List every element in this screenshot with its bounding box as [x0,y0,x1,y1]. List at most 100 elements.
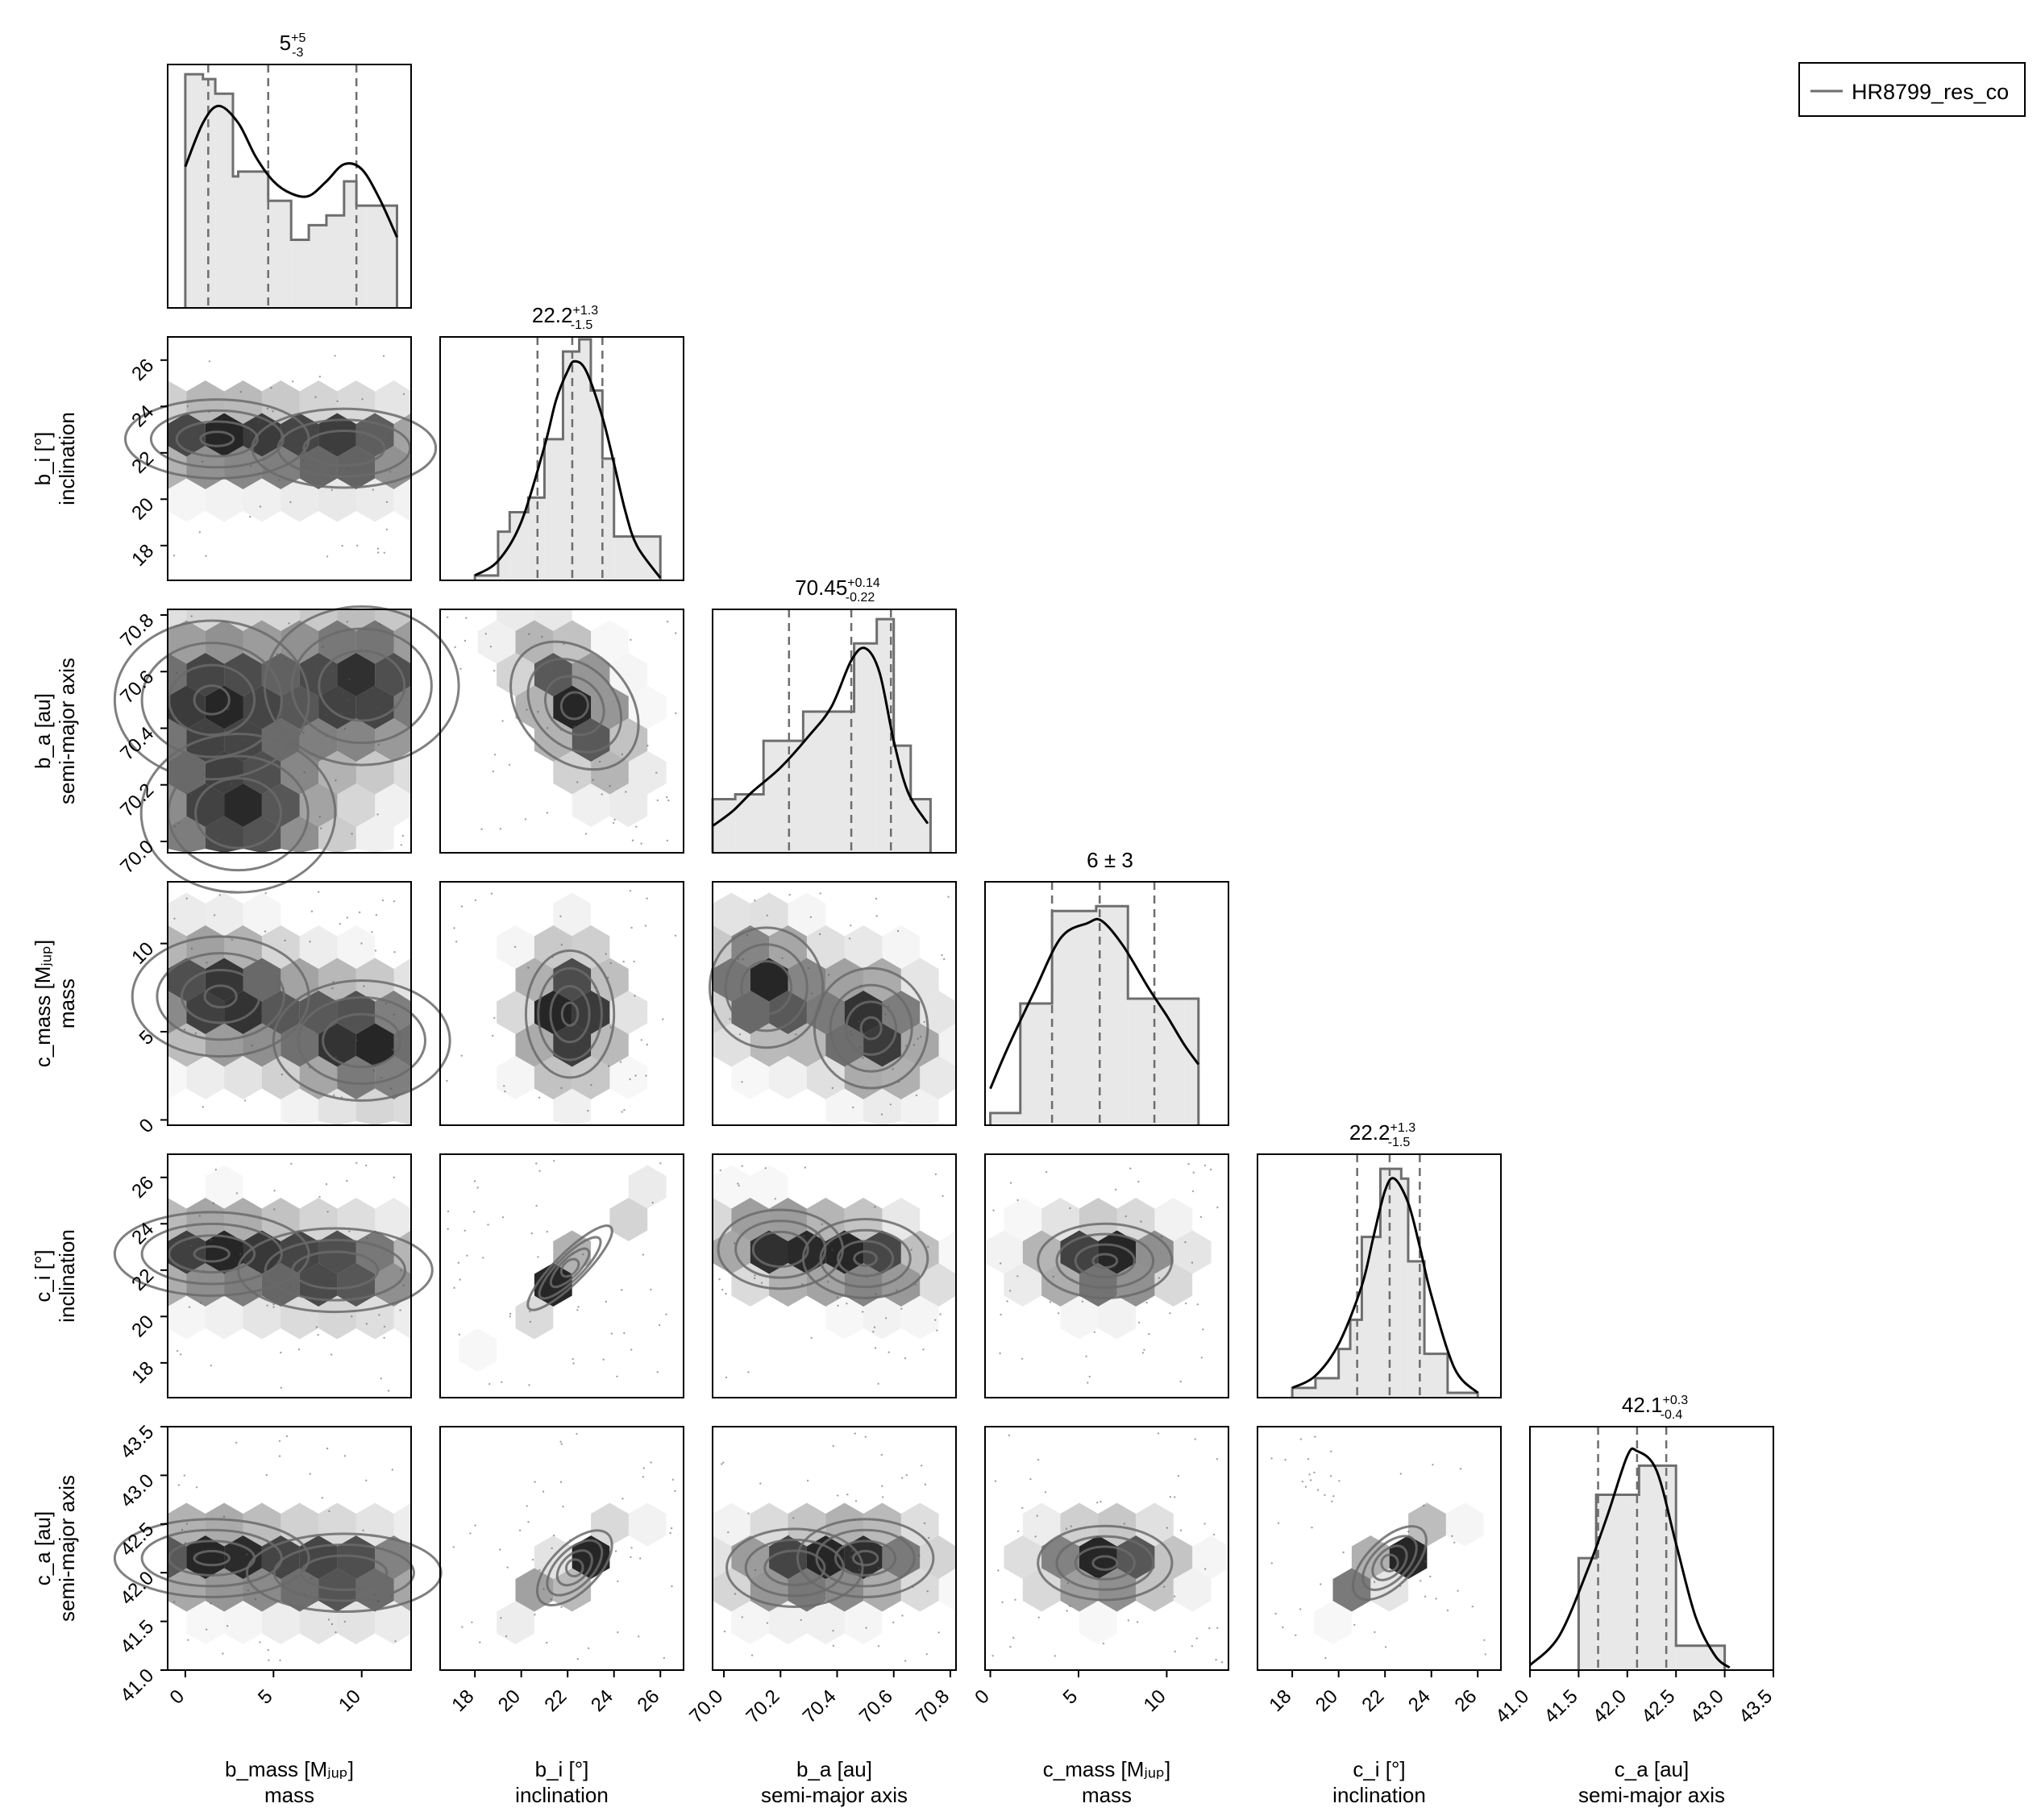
hexbin-cell [985,1230,1023,1274]
sample-point [878,1567,880,1569]
hexbin-cell [806,991,845,1034]
density-contour [237,1227,434,1314]
sample-point [832,1630,834,1632]
histogram-bar [1361,1236,1381,1398]
sample-point [877,1382,879,1386]
sample-point [937,1631,940,1634]
y-tick-label: 22 [127,447,158,478]
sample-point [635,825,638,829]
histogram-bar [475,575,498,580]
sample-point [288,622,290,625]
sample-point [1036,1515,1038,1517]
sample-point [1446,1609,1449,1612]
sample-point [850,1556,852,1559]
x-axis-label: b_i [°] [535,1757,589,1781]
sample-point [640,1039,642,1041]
sample-point [518,1529,522,1531]
sample-point [612,821,615,825]
sample-point [1200,1357,1203,1359]
sample-point [341,1004,343,1008]
sample-point [309,1473,311,1475]
hexbin-cell [168,958,206,1002]
hexbin-cell [788,892,826,937]
sample-point [1216,1627,1219,1629]
sample-point [1016,1275,1019,1278]
y-tick-label: 42.5 [116,1519,158,1560]
hexbin-cell [477,620,516,664]
hexbin-cell [920,1535,956,1579]
sample-point [576,781,579,783]
sample-point [609,784,611,787]
sample-point [1160,1236,1163,1238]
histogram-bar [1095,906,1129,1125]
y-tick-label: 24 [127,401,158,431]
sample-point [634,1074,637,1077]
sample-point [318,376,322,378]
hexbin-cell [355,1023,394,1067]
hexbin-cell [281,1088,319,1125]
sample-point [531,1558,534,1561]
sample-point [235,1192,239,1195]
sample-point [560,1087,563,1090]
hexbin-cell [1136,1502,1174,1547]
sample-point [640,842,642,845]
sample-point [500,1617,502,1619]
density-contour [763,1549,826,1586]
sample-point [846,1303,848,1305]
sample-point [501,1216,505,1219]
sample-point [199,1302,202,1304]
sample-point [221,745,223,747]
density-contour [851,1549,879,1567]
sample-point [372,1069,375,1072]
marginal-title: 22.2+1.3 -1.5 [1349,1120,1415,1149]
hexbin-cell [1022,1502,1061,1547]
sample-point [365,1164,368,1167]
sample-point [333,1094,335,1097]
density-contour [276,418,412,478]
sample-point [827,1281,829,1283]
hexbin-cell [572,925,610,969]
histogram-bar [613,536,626,580]
sample-point [376,813,379,816]
panel-frame [439,609,684,854]
density-contour [535,1529,613,1607]
sample-point [896,1289,898,1292]
sample-point [176,1349,179,1353]
hexbin-cell [572,1056,610,1099]
y-tick-label: 20 [127,493,158,524]
sample-point [501,720,504,722]
hexbin-cell [1154,1198,1193,1241]
hexbin-cell [355,685,394,729]
sample-point [738,958,740,960]
sample-point [873,1326,876,1328]
sample-point [390,1595,393,1598]
sample-point [351,1550,354,1552]
hexbin-cell [261,1601,300,1644]
panel-frame [167,1426,412,1671]
sample-point [1191,1190,1195,1193]
sample-point [328,1510,330,1513]
sample-point [850,1549,854,1552]
x-tick-label: 43.5 [1735,1685,1777,1727]
sample-point [650,1461,652,1464]
sample-point [317,1333,319,1336]
sample-point [658,1323,661,1327]
x-tick-label: 70.2 [742,1685,784,1727]
sample-point [734,1593,737,1595]
sample-point [1137,1180,1140,1183]
marginal-title: 5+5 -3 [280,31,306,60]
sample-point [179,1353,182,1356]
y-tick-label: 20 [127,1311,158,1341]
hexbin-cell [769,1601,807,1644]
hexbin-cell [318,1502,356,1547]
sample-point [327,1618,330,1621]
density-contour [543,675,605,737]
density-contour [156,952,285,1041]
sample-point [284,658,287,660]
hexbin-cell [318,1088,356,1125]
sample-point [1196,1303,1199,1306]
hexbin-cell [393,1502,411,1547]
sample-point [280,1386,282,1389]
sample-point [858,1569,861,1571]
sample-point [734,1242,736,1244]
